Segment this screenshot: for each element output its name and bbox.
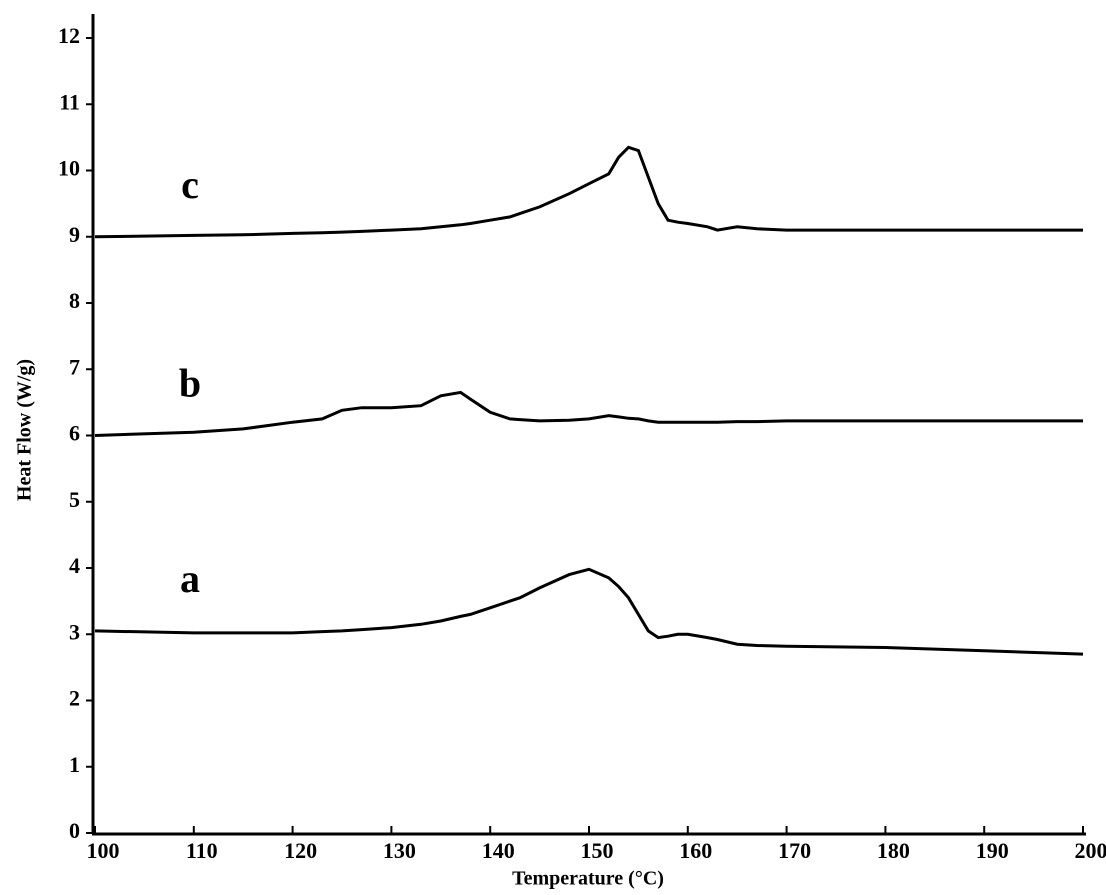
curve-label: c [181, 162, 199, 207]
curve [94, 145, 1083, 239]
curve-label: a [180, 556, 200, 601]
x-tick-label: 100 [87, 838, 120, 863]
x-tick-label: 140 [482, 838, 515, 863]
x-axis-title: Temperature (°C) [512, 868, 664, 890]
y-tick-label: 7 [69, 354, 80, 379]
y-tick-label: 3 [69, 619, 80, 644]
y-tick-label: 5 [69, 487, 80, 512]
x-tick-label: 190 [976, 838, 1009, 863]
y-tick-label: 10 [58, 156, 80, 181]
y-tick-label: 8 [69, 288, 80, 313]
y-tick-label: 9 [69, 222, 80, 247]
y-tick-label: 0 [69, 818, 80, 843]
x-tick-label: 150 [581, 838, 614, 863]
x-tick-label: 180 [877, 838, 910, 863]
y-tick-label: 2 [69, 686, 80, 711]
y-tick-label: 6 [69, 421, 80, 446]
y-tick-label: 12 [58, 23, 80, 48]
x-tick-label: 160 [679, 838, 712, 863]
x-tick-label: 200 [1075, 838, 1106, 863]
x-tick-label: 110 [186, 838, 218, 863]
y-tick-label: 1 [69, 752, 80, 777]
x-tick-label: 170 [778, 838, 811, 863]
x-tick-label: 120 [284, 838, 317, 863]
y-tick-label: 11 [59, 89, 80, 114]
curve-label: b [179, 361, 201, 406]
y-axis-title: Heat Flow (W/g) [14, 359, 36, 501]
y-tick-label: 4 [69, 553, 80, 578]
curve [94, 567, 1084, 656]
curve [94, 390, 1083, 437]
x-tick-label: 130 [383, 838, 416, 863]
